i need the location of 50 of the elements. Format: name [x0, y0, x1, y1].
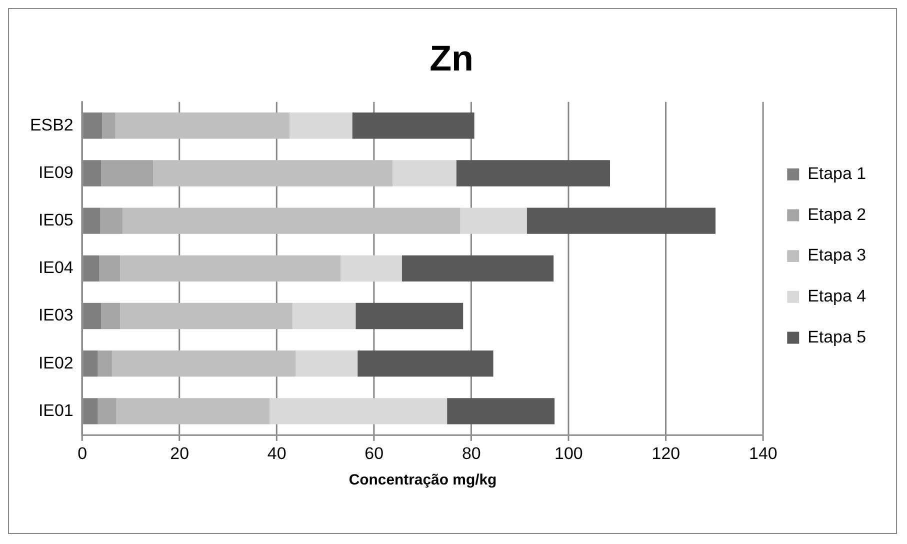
x-tick-label: 40: [267, 444, 286, 463]
bar: [98, 350, 112, 377]
bar: [402, 255, 554, 282]
bar: [116, 398, 270, 424]
x-axis-title: Concentração mg/kg: [348, 471, 497, 488]
bar: [340, 255, 402, 282]
y-tick-label: IE04: [38, 258, 74, 278]
x-tick-label: 100: [554, 444, 583, 463]
bar: [352, 112, 474, 139]
y-tick-label: IE09: [38, 162, 74, 182]
y-tick-label: IE03: [38, 306, 74, 325]
y-tick-label: ESB2: [30, 115, 74, 134]
x-tick-label: 80: [462, 444, 481, 463]
legend-label: Etapa 5: [808, 327, 866, 346]
x-tick-label: 120: [652, 444, 680, 463]
bar: [115, 112, 290, 139]
bar: [292, 302, 356, 330]
bar: [447, 398, 555, 424]
legend-label: Etapa 4: [808, 286, 866, 306]
bar: [153, 160, 393, 186]
y-tick-label: IE01: [38, 400, 74, 420]
x-tick-label: 140: [749, 444, 778, 463]
legend-label: Etapa 2: [808, 204, 866, 224]
legend-label: Etapa 1: [808, 164, 866, 184]
bar: [120, 255, 341, 282]
bar: [460, 208, 527, 234]
x-tick-label: 20: [170, 444, 190, 463]
bar: [98, 398, 116, 424]
bar: [358, 350, 494, 377]
bar: [122, 208, 460, 234]
bar: [270, 398, 448, 424]
chart-title: Zn: [430, 38, 474, 78]
y-tick-label: IE02: [38, 353, 74, 372]
bar: [101, 160, 154, 186]
bar: [296, 350, 358, 377]
bar: [102, 112, 116, 139]
bar: [112, 350, 296, 377]
x-tick-label: 60: [364, 444, 384, 463]
bar: [392, 160, 456, 186]
x-tick-label: 0: [78, 444, 88, 463]
bar: [456, 160, 610, 186]
bar: [289, 112, 352, 139]
bar: [526, 208, 716, 234]
legend-label: Etapa 3: [808, 246, 866, 265]
bar: [120, 302, 292, 330]
bar: [100, 208, 123, 234]
bar: [356, 302, 464, 330]
bar: [101, 302, 120, 330]
bar: [99, 255, 120, 282]
y-tick-label: IE05: [38, 210, 74, 230]
